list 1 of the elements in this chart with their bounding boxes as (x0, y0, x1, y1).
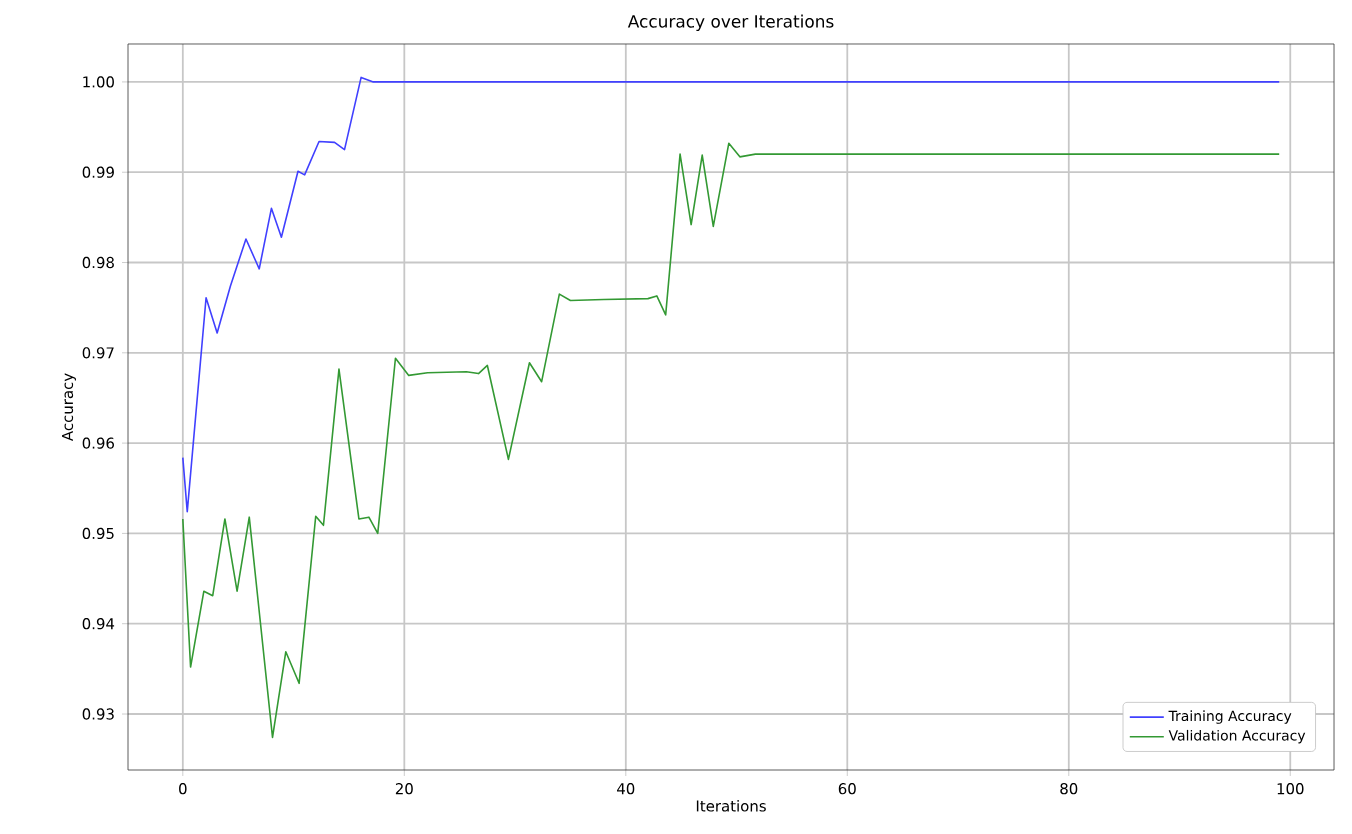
chart-title: Accuracy over Iterations (627, 14, 834, 31)
